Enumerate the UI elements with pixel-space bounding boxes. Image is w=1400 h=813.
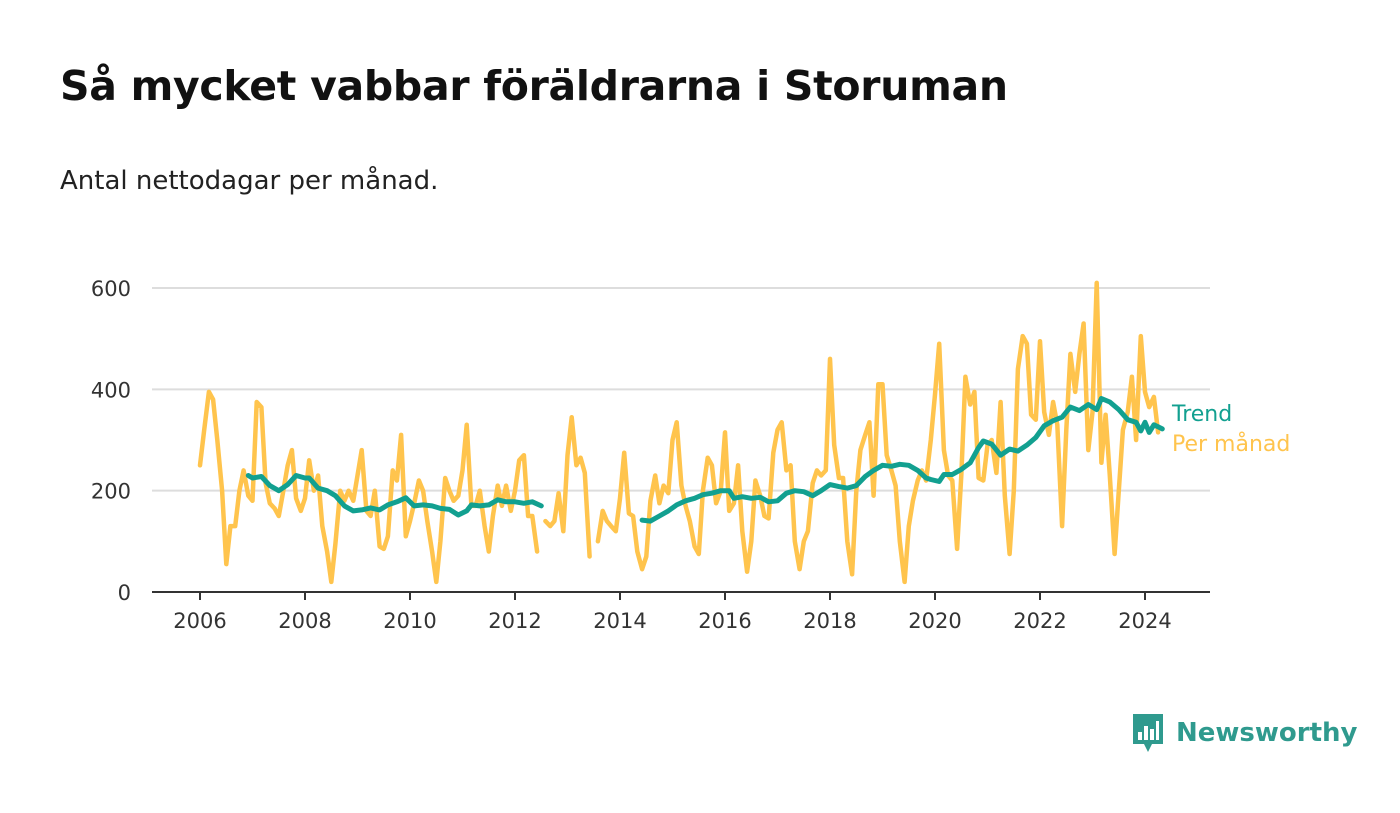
x-tick-label: 2010 (383, 609, 436, 633)
chart-title: Så mycket vabbar föräldrarna i Storuman (60, 62, 1008, 110)
x-tick-label: 2008 (278, 609, 331, 633)
y-tick-label: 200 (91, 480, 131, 504)
monthly-line (197, 280, 1161, 585)
x-tick-label: 2024 (1118, 609, 1171, 633)
newsworthy-logo-text: Newsworthy (1176, 718, 1358, 748)
x-tick-label: 2006 (173, 609, 226, 633)
monthly-series-label: Per månad (1172, 431, 1290, 457)
trend-line (245, 396, 1165, 524)
series-labels: Trend Per månad (1171, 402, 1290, 457)
axes: 0 200 400 600 2006 2008 2010 2012 2014 2016 2018 20… (91, 277, 1210, 633)
series-lines (197, 280, 1165, 585)
x-tick-label: 2016 (698, 609, 751, 633)
y-tick-label: 600 (91, 277, 131, 301)
y-tick-label: 400 (91, 378, 131, 402)
x-tick-label: 2020 (908, 609, 961, 633)
x-tick-label: 2022 (1013, 609, 1066, 633)
x-tick-label: 2012 (488, 609, 541, 633)
newsworthy-logo-icon (1133, 714, 1163, 752)
newsworthy-logo: Newsworthy (1131, 712, 1357, 754)
y-tick-label: 0 (118, 581, 131, 605)
x-tick-label: 2014 (593, 609, 646, 633)
trend-series-label: Trend (1171, 402, 1232, 427)
chart-subtitle: Antal nettodagar per månad. (60, 166, 439, 196)
x-tick-label: 2018 (803, 609, 856, 633)
